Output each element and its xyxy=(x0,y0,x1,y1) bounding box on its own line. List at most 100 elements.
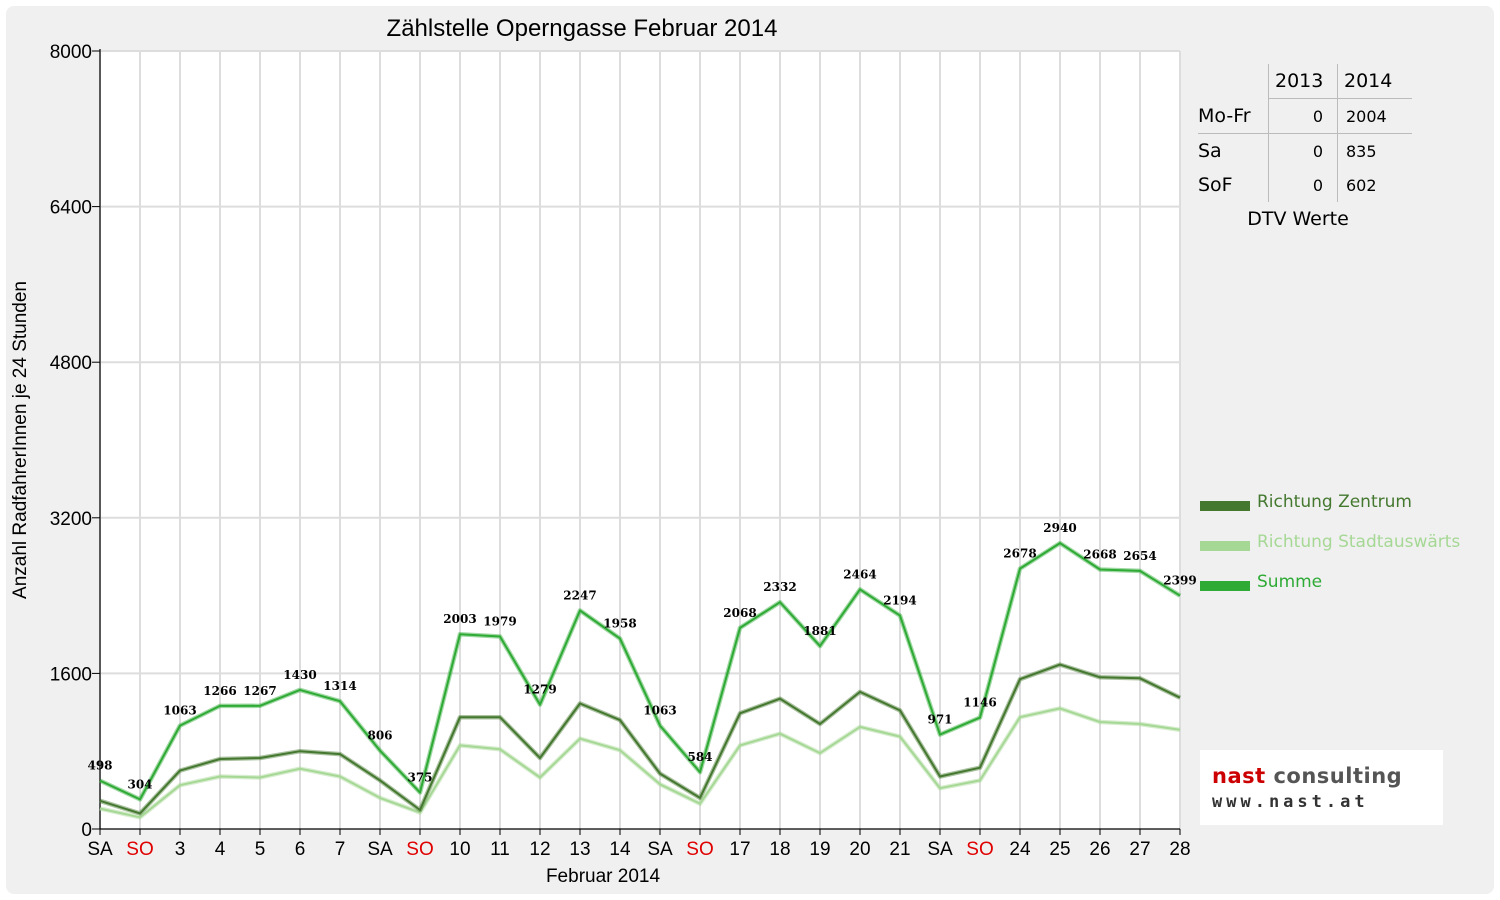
x-tick-label: 19 xyxy=(809,839,830,860)
y-axis-label: Anzahl RadfahrerInnen je 24 Stunden xyxy=(10,281,31,599)
chart-title: Zählstelle Operngasse Februar 2014 xyxy=(387,15,778,42)
x-tick-label: SO xyxy=(406,839,433,860)
y-tick-label: 0 xyxy=(81,820,92,841)
x-tick-label: SA xyxy=(87,839,113,860)
legend-label-stadtauswaerts: Richtung Stadtauswärts xyxy=(1257,532,1461,552)
x-tick-label: SA xyxy=(647,839,673,860)
x-tick-label: 17 xyxy=(729,839,750,860)
x-tick-label: 26 xyxy=(1089,839,1110,860)
data-label: 2464 xyxy=(843,567,876,581)
data-label: 2247 xyxy=(563,588,596,602)
legend-swatch-zentrum xyxy=(1200,501,1250,511)
x-tick-label: 27 xyxy=(1129,839,1150,860)
x-tick-label: SO xyxy=(966,839,993,860)
logo-url: www.nast.at xyxy=(1212,792,1369,812)
logo-name-part1: nast xyxy=(1212,764,1266,788)
x-tick-label: 7 xyxy=(335,839,346,860)
series-lines xyxy=(99,540,1182,820)
x-tick-label: 25 xyxy=(1049,839,1070,860)
data-label: 1314 xyxy=(323,679,356,693)
x-tick-label: SA xyxy=(367,839,393,860)
data-label: 1279 xyxy=(523,683,556,697)
data-label: 1266 xyxy=(203,684,236,698)
y-tick-label: 1600 xyxy=(50,664,92,685)
x-tick-label: 13 xyxy=(569,839,590,860)
y-tick-label: 8000 xyxy=(50,42,92,63)
data-label: 2003 xyxy=(443,612,476,626)
x-tick-label: SA xyxy=(927,839,953,860)
series-line-zentrum xyxy=(99,663,1181,815)
x-tick-label: 5 xyxy=(255,839,266,860)
x-tick-label: 18 xyxy=(769,839,790,860)
data-label: 1063 xyxy=(163,704,196,718)
data-labels: 498 304 1063 1266 1267 1430 1314 806 375 2003 1979… xyxy=(87,521,1196,791)
plot-area xyxy=(100,51,1180,829)
x-tick-label: 14 xyxy=(609,839,631,860)
x-axis-label: Februar 2014 xyxy=(546,866,661,887)
x-tick-label: 11 xyxy=(490,839,510,860)
data-label: 304 xyxy=(127,777,152,791)
dtv-value-2014: 835 xyxy=(1346,141,1377,161)
company-logo: nast consulting www.nast.at xyxy=(1200,750,1443,825)
x-tick-label: 3 xyxy=(175,839,186,860)
dtv-value-2013: 0 xyxy=(1268,98,1338,134)
data-label: 1979 xyxy=(483,615,516,629)
data-label: 2068 xyxy=(723,606,756,620)
x-tick-label: 28 xyxy=(1169,839,1190,860)
logo-name: nast consulting xyxy=(1212,764,1402,788)
legend-swatch-stadtauswaerts xyxy=(1200,541,1250,551)
x-tick-label: 4 xyxy=(215,839,226,860)
series-line-stadtauswaerts xyxy=(99,707,1181,819)
x-tick-label: 10 xyxy=(449,839,470,860)
data-label: 2399 xyxy=(1163,574,1196,588)
data-label: 2332 xyxy=(763,580,796,594)
legend-swatch-summe xyxy=(1200,581,1250,591)
dtv-table: 2013 2014 Mo-Fr 0 2004 Sa 0 835 SoF 0 60… xyxy=(1198,64,1412,202)
data-label: 2194 xyxy=(883,594,916,608)
data-label: 1063 xyxy=(643,704,676,718)
data-label: 2654 xyxy=(1123,549,1156,563)
x-tick-label: SO xyxy=(126,839,153,860)
data-label: 1430 xyxy=(283,668,316,682)
dtv-header-2014: 2014 xyxy=(1337,64,1412,99)
data-label: 971 xyxy=(927,713,952,727)
y-tick-label: 4800 xyxy=(50,353,92,374)
dtv-value-2014: 2004 xyxy=(1337,98,1412,134)
dtv-caption: DTV Werte xyxy=(1247,208,1349,230)
dtv-value-2013: 0 xyxy=(1268,133,1338,168)
dtv-row-sof: SoF 0 602 xyxy=(1198,168,1412,202)
data-label: 1958 xyxy=(603,617,636,631)
x-tick-label: SO xyxy=(686,839,713,860)
dtv-header-row: 2013 2014 xyxy=(1198,64,1412,99)
x-tick-label: 12 xyxy=(529,839,550,860)
dtv-value-2013: 0 xyxy=(1268,168,1338,202)
data-label: 2940 xyxy=(1043,521,1076,535)
data-label: 2668 xyxy=(1083,548,1116,562)
grid xyxy=(99,50,1181,829)
dtv-row-sa: Sa 0 835 xyxy=(1198,133,1412,168)
data-label: 498 xyxy=(87,759,112,773)
data-label: 1881 xyxy=(803,624,836,638)
x-tick-label: 6 xyxy=(295,839,306,860)
data-label: 375 xyxy=(407,771,432,785)
data-label: 1267 xyxy=(243,684,276,698)
x-tick-label: 21 xyxy=(889,839,910,860)
dtv-row-mofr: Mo-Fr 0 2004 xyxy=(1198,98,1412,134)
dtv-header-2013: 2013 xyxy=(1268,64,1338,99)
dtv-value-2014: 602 xyxy=(1346,175,1377,195)
dtv-header-empty xyxy=(1198,64,1269,99)
dtv-row-label: Mo-Fr xyxy=(1198,98,1269,134)
data-label: 806 xyxy=(367,729,392,743)
data-label: 2678 xyxy=(1003,547,1036,561)
x-tick-label: 24 xyxy=(1009,839,1031,860)
y-tick-label: 3200 xyxy=(50,509,92,530)
series-line-summe xyxy=(99,542,1181,801)
dtv-row-label: Sa xyxy=(1198,133,1269,168)
y-tick-label: 6400 xyxy=(50,198,92,219)
x-tick-label: 20 xyxy=(849,839,870,860)
axes: 0 1600 3200 4800 6400 8000 SA SO 3 4 5 6 7 SA SO 10 11 12… xyxy=(50,42,1191,860)
data-label: 584 xyxy=(687,750,712,764)
legend-label-zentrum: Richtung Zentrum xyxy=(1257,492,1412,512)
dtv-row-label: SoF xyxy=(1198,168,1269,202)
